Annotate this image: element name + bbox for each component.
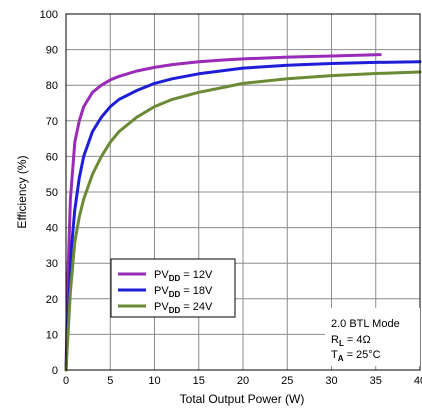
y-tick-label: 50 (46, 187, 58, 199)
x-axis-label: Total Output Power (W) (180, 392, 305, 406)
series-line-3 (64, 70, 422, 372)
y-tick-label: 10 (46, 329, 58, 341)
y-tick-label: 20 (46, 294, 58, 306)
y-tick-label: 80 (46, 80, 58, 92)
y-axis-label: Efficiency (%) (15, 155, 29, 228)
annotation-load: RL = 4Ω (331, 334, 371, 348)
x-tick-label: 15 (193, 375, 205, 387)
y-tick-label: 90 (46, 45, 58, 57)
x-tick-label: 30 (325, 375, 337, 387)
y-tick-label: 100 (40, 9, 58, 21)
y-tick-label: 30 (46, 258, 58, 270)
x-tick-label: 10 (148, 375, 160, 387)
legend-label-1: PVDD = 12V (154, 269, 213, 283)
series-line-2 (64, 60, 422, 372)
series-line-1 (64, 53, 382, 372)
annotation-temp: TA = 25°C (331, 349, 381, 363)
x-tick-label: 5 (107, 375, 113, 387)
x-tick-label: 0 (63, 375, 69, 387)
x-tick-label: 35 (370, 375, 382, 387)
legend-label-2: PVDD = 18V (154, 285, 213, 299)
tick-labels: 0 5 10 15 20 25 30 35 40 0 10 20 30 40 50 60 70 80 90 100 (40, 9, 422, 387)
x-tick-label: 40 (414, 375, 422, 387)
series-lines (64, 53, 422, 372)
y-tick-label: 0 (52, 365, 58, 377)
annotation-box (325, 308, 420, 366)
y-tick-label: 40 (46, 223, 58, 235)
annotation-mode: 2.0 BTL Mode (331, 318, 400, 330)
y-tick-label: 60 (46, 151, 58, 163)
legend: PVDD = 12V PVDD = 18V PVDD = 24V (110, 258, 236, 318)
plot-frame (65, 13, 421, 371)
conditions-annotation: 2.0 BTL Mode RL = 4Ω TA = 25°C (325, 308, 420, 366)
legend-label-3: PVDD = 24V (154, 301, 213, 315)
x-tick-label: 20 (237, 375, 249, 387)
x-tick-label: 25 (281, 375, 293, 387)
y-tick-label: 70 (46, 116, 58, 128)
